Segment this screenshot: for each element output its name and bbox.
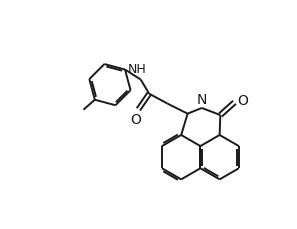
Text: O: O (131, 113, 142, 127)
Text: O: O (237, 94, 248, 108)
Text: NH: NH (128, 63, 147, 76)
Text: N: N (197, 93, 207, 107)
